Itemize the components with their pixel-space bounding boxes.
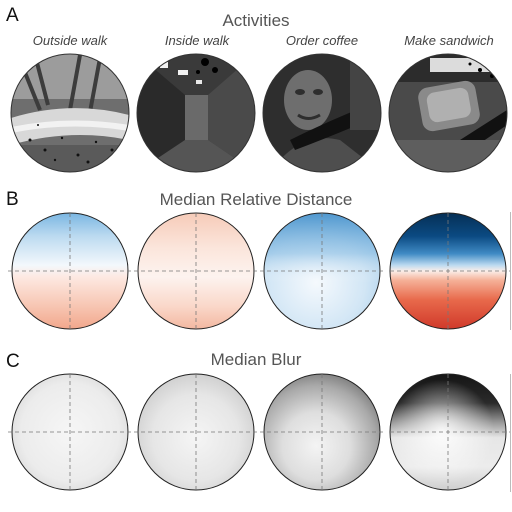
column-label-order-coffee: Order coffee: [285, 33, 359, 48]
thumbnail-order-coffee: [263, 54, 381, 172]
thumbnail-make-sandwich-border: [388, 53, 508, 173]
thumbnail-outside-walk-border: [10, 53, 130, 173]
colorbar-edge-distance: [510, 212, 511, 330]
thumbnail-make-sandwich: [389, 54, 507, 172]
median-blur-title: Median Blur: [210, 350, 302, 369]
colorbar-edge-blur: [510, 374, 511, 492]
panel-letter-a: A: [6, 5, 19, 26]
thumbnail-order-coffee-border: [262, 53, 382, 173]
thumbnail-outside-walk: [11, 54, 129, 172]
median-relative-distance-title: Median Relative Distance: [159, 190, 353, 209]
panel-letter-c: C: [6, 351, 20, 372]
panel-letter-b: B: [6, 189, 19, 210]
column-label-outside-walk: Outside walk: [32, 33, 108, 48]
column-label-make-sandwich: Make sandwich: [404, 33, 494, 48]
activities-title: Activities: [222, 11, 290, 30]
crosshair-guides: [8, 213, 510, 490]
thumbnail-inside-walk: [137, 54, 255, 172]
column-label-inside-walk: Inside walk: [164, 33, 230, 48]
thumbnail-inside-walk-border: [136, 53, 256, 173]
